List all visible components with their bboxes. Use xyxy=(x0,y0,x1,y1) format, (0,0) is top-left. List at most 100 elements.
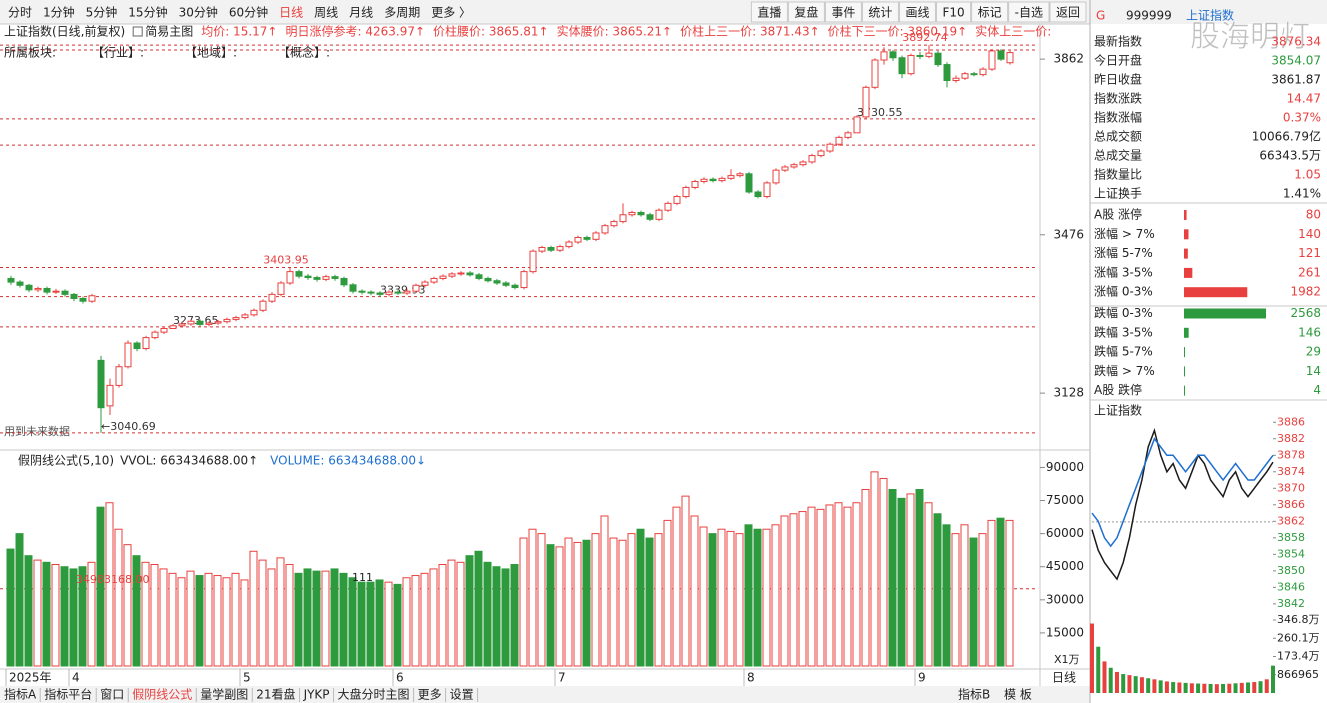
candle-body xyxy=(862,86,870,118)
candle-body xyxy=(502,282,510,286)
candle-body xyxy=(943,64,951,82)
annotation: 111 xyxy=(352,571,373,584)
toolbar-bg xyxy=(0,0,1327,24)
toolbar-button[interactable]: 月线 xyxy=(349,6,373,20)
tab[interactable]: 21看盘 xyxy=(256,687,295,702)
info-item: 价柱上三一价: 3871.43↑ xyxy=(680,24,820,39)
legend-entry: VOLUME: 663434688.00↓ xyxy=(270,454,426,468)
quote-label: 指数涨幅 xyxy=(1094,110,1142,125)
tab[interactable]: 窗口 xyxy=(100,688,124,702)
mini-volume-bar xyxy=(1102,661,1107,693)
volume-bar xyxy=(708,533,717,667)
mini-volume-bar xyxy=(1239,682,1244,693)
candle-body xyxy=(718,177,726,182)
volume-bar xyxy=(861,489,870,667)
candle-body xyxy=(520,271,528,289)
quote-value: 10066.79亿 xyxy=(1252,129,1321,144)
candle-body xyxy=(223,318,231,323)
candle-body xyxy=(304,275,312,279)
info-item: 价柱下三一价: 3860.19↑ xyxy=(828,24,968,39)
toolbar-button[interactable]: -自选 xyxy=(1015,6,1043,20)
tab[interactable]: JYKP xyxy=(303,688,330,702)
price-line xyxy=(1091,427,1274,581)
toolbar-button[interactable]: 返回 xyxy=(1056,6,1080,20)
candle-body xyxy=(457,272,465,275)
period-label[interactable]: 日线 xyxy=(1052,671,1076,685)
candle-body xyxy=(241,314,249,319)
volume-bar xyxy=(438,564,447,667)
watermark: 股海明灯 xyxy=(1190,20,1310,55)
candle-body xyxy=(511,284,519,289)
candle-body xyxy=(700,178,708,183)
candle-body xyxy=(394,291,402,294)
candle-body xyxy=(70,293,78,299)
tab[interactable]: 量学副图 xyxy=(200,687,248,702)
volume-bar xyxy=(276,557,285,667)
breadth-bar xyxy=(1184,210,1187,220)
toolbar-button[interactable]: 画线 xyxy=(905,6,929,20)
tab[interactable]: 设置 xyxy=(450,688,474,702)
volume-bar xyxy=(465,555,474,667)
volume-bar xyxy=(888,489,897,667)
volume-bar xyxy=(654,533,663,667)
candle-body xyxy=(160,328,168,333)
toolbar-button[interactable]: 周线 xyxy=(314,6,338,20)
tab[interactable]: 更多 xyxy=(418,688,442,702)
volume-bar xyxy=(915,489,924,667)
toolbar-button[interactable]: 5分钟 xyxy=(86,5,118,20)
breadth-bar xyxy=(1184,287,1248,298)
breadth-label: 涨幅 3-5% xyxy=(1094,264,1153,279)
volume-bar xyxy=(924,502,933,667)
volume-bar xyxy=(339,572,348,667)
y-tick-label: 3854 xyxy=(1277,547,1305,560)
candle-body xyxy=(844,132,852,138)
tab[interactable]: 指标B xyxy=(958,687,990,702)
button-frame xyxy=(935,1,972,23)
tab[interactable]: 大盘分时主图 xyxy=(338,687,410,702)
toolbar-button[interactable]: 多周期 xyxy=(384,6,420,20)
icon xyxy=(132,26,143,37)
toolbar-button[interactable]: 统计 xyxy=(868,6,892,20)
volume-bar xyxy=(564,537,573,667)
toolbar-button[interactable]: 直播 xyxy=(757,6,781,20)
candle-body xyxy=(691,181,699,188)
tab[interactable]: 指标A xyxy=(4,687,37,702)
toolbar-button[interactable]: 15分钟 xyxy=(128,5,167,20)
toolbar-button[interactable]: 事件 xyxy=(831,6,855,20)
y-tick-label: 3842 xyxy=(1277,597,1305,610)
volume-bar xyxy=(510,564,519,667)
candle-body xyxy=(169,325,177,330)
mini-volume-bar xyxy=(1196,683,1201,693)
volume-bar xyxy=(321,570,330,667)
toolbar-button[interactable]: 复盘 xyxy=(794,5,818,20)
tab[interactable]: 模 板 xyxy=(1004,688,1032,702)
breadth-bar xyxy=(1184,248,1188,259)
volume-bar xyxy=(969,537,978,667)
button-frame xyxy=(898,1,936,23)
mini-volume-bar xyxy=(1271,665,1275,693)
candle-body xyxy=(385,291,393,295)
breadth-label: 涨幅 5-7% xyxy=(1094,245,1153,260)
toolbar-button[interactable]: F10 xyxy=(942,6,964,20)
toolbar-button[interactable]: 分时 xyxy=(8,6,32,20)
tab[interactable]: 指标平台 xyxy=(44,687,92,702)
sector-label: 【地域】: xyxy=(185,46,237,60)
annotation: 34983168.00 xyxy=(76,573,149,586)
toolbar-button[interactable]: 60分钟 xyxy=(229,5,268,20)
toolbar-button[interactable]: 日线 xyxy=(279,6,303,20)
volume-bar xyxy=(573,541,582,667)
toolbar-button[interactable]: 30分钟 xyxy=(179,5,218,20)
tab[interactable]: 假阴线公式 xyxy=(132,688,192,702)
volume-bar xyxy=(681,495,690,667)
candle-body xyxy=(259,300,267,311)
quote-label: 总成交额 xyxy=(1094,129,1142,144)
toolbar-button[interactable]: 更多 〉 xyxy=(431,6,471,20)
mini-volume-bar xyxy=(1090,623,1094,693)
mini-volume-bar xyxy=(1208,683,1213,693)
toolbar-button[interactable]: 1分钟 xyxy=(43,5,75,20)
toolbar-button[interactable]: 标记 xyxy=(978,6,1002,20)
quote-value: 3861.87 xyxy=(1271,73,1321,87)
y-tick-label: 75000 xyxy=(1046,493,1084,507)
candle-body xyxy=(43,287,51,293)
quote-value: 3854.07 xyxy=(1271,54,1321,68)
